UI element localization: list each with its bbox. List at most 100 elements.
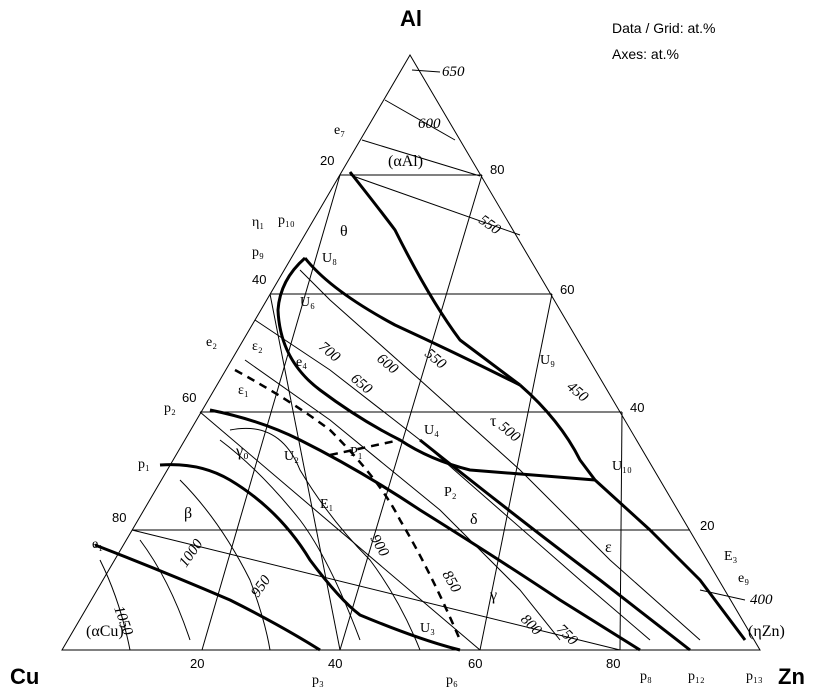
- phase-label: P₂: [444, 485, 457, 500]
- point-label: e₇: [334, 123, 345, 138]
- univariant-curve: [209, 408, 641, 652]
- isotherm-label: 600: [418, 116, 441, 132]
- isotherm-label: 650: [347, 371, 375, 398]
- univariant-curve: [303, 257, 521, 387]
- point-label: p₁₂: [688, 669, 705, 684]
- axis-tick-label: 60: [560, 282, 574, 297]
- point-label: U₁₀: [612, 459, 632, 474]
- grid-line: [339, 174, 483, 651]
- triangle-frame: [61, 54, 761, 651]
- isotherm-line: [349, 174, 521, 236]
- isotherm-label: 750: [553, 622, 581, 650]
- univariant-curve: [159, 463, 461, 652]
- isotherm-label: 450: [563, 379, 591, 406]
- phase-label: ε₂: [252, 339, 263, 354]
- point-label: p₂: [164, 401, 176, 416]
- univariant-curve: [519, 383, 747, 641]
- axis-tick-label: 80: [112, 510, 126, 525]
- point-label: U₉: [540, 353, 555, 368]
- isotherm-line: [139, 539, 191, 641]
- phase-label: P₁: [350, 445, 363, 460]
- univariant-curve: [419, 438, 691, 652]
- axis-tick-label: 80: [490, 162, 504, 177]
- point-label: p₈: [640, 669, 652, 684]
- grid-line: [201, 174, 341, 651]
- dashed-curve: [329, 438, 401, 457]
- grid-line: [199, 411, 481, 651]
- grid-line: [269, 293, 341, 651]
- point-label: e₄: [296, 355, 307, 370]
- phase-label: γ: [489, 587, 497, 604]
- units-note-data: Data / Grid: at.%: [612, 20, 716, 36]
- grid-line: [479, 293, 553, 651]
- point-label: e₂: [206, 335, 217, 350]
- univariant-curve: [276, 256, 596, 482]
- axis-tick-label: 20: [700, 518, 714, 533]
- isotherm-line: [361, 139, 481, 177]
- axis-tick-label: 40: [252, 272, 266, 287]
- point-label: U₈: [322, 251, 337, 266]
- isotherm-label: 550: [476, 212, 504, 238]
- phase-label: δ: [470, 511, 478, 528]
- point-label: p₉: [252, 245, 264, 260]
- isotherm-line: [384, 99, 456, 141]
- phase-label: ε: [605, 539, 612, 556]
- isotherm-label: 600: [373, 351, 401, 378]
- isotherm-label: 900: [367, 532, 392, 560]
- phase-label: (ηZn): [748, 623, 785, 640]
- phase-label: ε₁: [238, 383, 249, 398]
- phase-label: β: [184, 505, 192, 522]
- isotherm-label: 500: [495, 419, 523, 446]
- corner-label-left: Cu: [10, 664, 40, 689]
- point-label: η₁: [252, 215, 264, 230]
- isotherm-label: 650: [442, 64, 465, 80]
- units-note-axes: Axes: at.%: [612, 46, 679, 62]
- point-label: p₁: [138, 457, 150, 472]
- isotherm-line: [99, 559, 131, 651]
- dashed-curve: [234, 368, 462, 641]
- isotherm-label: 850: [439, 568, 464, 596]
- point-label: E₃: [724, 549, 738, 564]
- point-label: e₁: [92, 537, 103, 552]
- axis-tick-label: 60: [182, 390, 196, 405]
- phase-label: θ: [340, 223, 348, 240]
- point-label: p₁₃: [746, 669, 763, 684]
- point-label: p₁₀: [278, 213, 295, 228]
- axis-tick-label: 40: [630, 400, 644, 415]
- isotherm-line: [244, 359, 561, 641]
- isotherm-line: [254, 319, 651, 641]
- point-label: U₃: [420, 621, 435, 636]
- axis-tick-label: 60: [468, 656, 482, 671]
- grid-line: [131, 529, 621, 651]
- phase-label: (αAl): [388, 153, 423, 170]
- point-label: U₆: [300, 295, 315, 310]
- isotherm-line: [229, 427, 421, 651]
- isotherm-line: [411, 69, 441, 73]
- isotherm-line: [219, 439, 361, 641]
- point-label: p₆: [446, 673, 458, 688]
- axis-tick-label: 80: [606, 656, 620, 671]
- corner-label-right: Zn: [778, 664, 805, 689]
- grid-line: [619, 411, 623, 651]
- univariant-curve: [94, 543, 321, 652]
- isotherm-label: 700: [315, 339, 343, 366]
- isotherm-label: 1000: [176, 536, 207, 570]
- point-label: p₃: [312, 673, 324, 688]
- isotherm-label: 950: [248, 572, 274, 600]
- univariant-curve: [348, 171, 521, 387]
- isotherm-line: [299, 269, 701, 641]
- point-label: U₂: [284, 449, 299, 464]
- phase-label: τ: [490, 413, 497, 430]
- point-label: e₉: [738, 571, 749, 586]
- point-label: U₄: [424, 423, 439, 438]
- axis-tick-label: 20: [320, 153, 334, 168]
- axis-tick-label: 40: [328, 656, 342, 671]
- phase-label: E₁: [320, 497, 333, 512]
- corner-label-top: Al: [400, 6, 422, 31]
- phase-label: (αCu): [86, 623, 124, 640]
- isotherm-label: 400: [750, 592, 773, 608]
- phase-label: γ₀: [235, 443, 249, 460]
- isotherm-line: [179, 479, 271, 651]
